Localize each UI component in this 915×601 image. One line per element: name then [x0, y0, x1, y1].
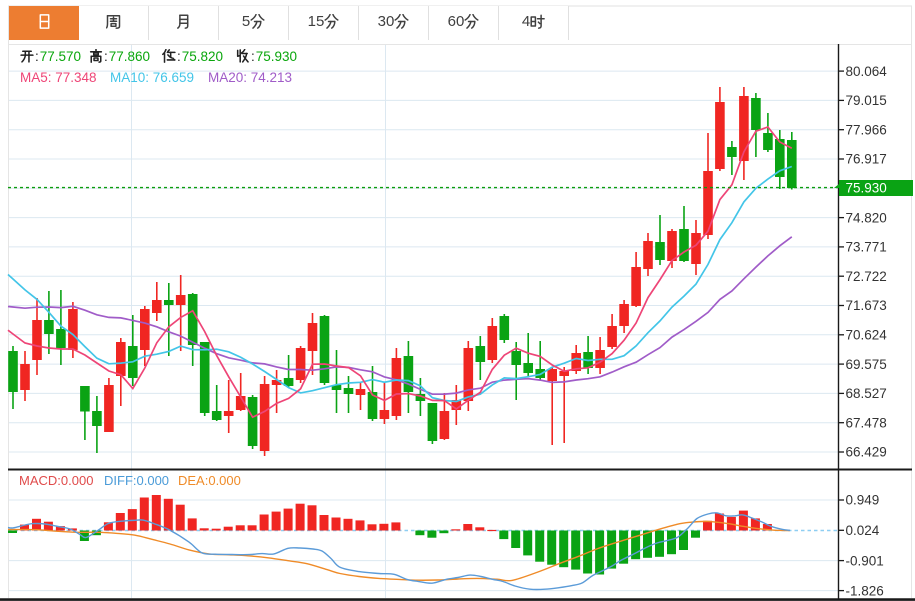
svg-text:76.917: 76.917: [846, 152, 887, 167]
svg-text:67.478: 67.478: [846, 415, 887, 430]
svg-text:0.024: 0.024: [846, 523, 880, 538]
svg-text:71.673: 71.673: [846, 298, 887, 313]
svg-text:79.015: 79.015: [846, 93, 887, 108]
svg-text:0.949: 0.949: [846, 493, 880, 508]
svg-text:77.966: 77.966: [846, 122, 887, 137]
svg-text:73.771: 73.771: [846, 240, 887, 255]
svg-text:-1.826: -1.826: [846, 583, 884, 598]
svg-text:75.930: 75.930: [846, 181, 887, 196]
svg-text:68.527: 68.527: [846, 386, 887, 401]
svg-text:70.624: 70.624: [846, 328, 888, 343]
svg-text:74.820: 74.820: [846, 210, 887, 225]
svg-text:69.575: 69.575: [846, 357, 887, 372]
svg-text:80.064: 80.064: [846, 64, 888, 79]
svg-text:-0.901: -0.901: [846, 553, 884, 568]
svg-text:66.429: 66.429: [846, 445, 887, 460]
svg-text:72.722: 72.722: [846, 269, 887, 284]
